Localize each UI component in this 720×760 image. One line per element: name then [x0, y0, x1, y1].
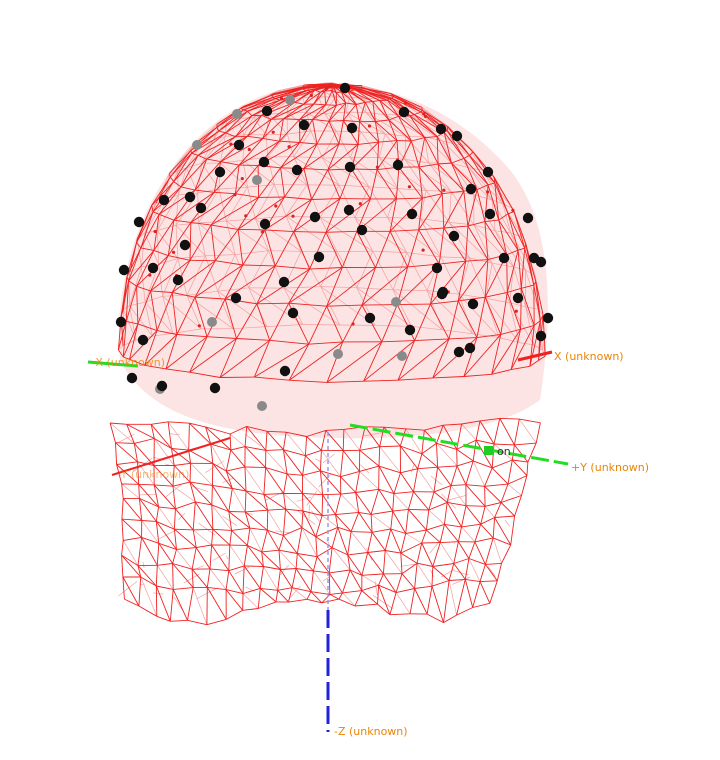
electrode-marker[interactable] [214, 166, 226, 178]
electrode-marker[interactable] [344, 161, 356, 173]
electrode-marker[interactable] [512, 292, 524, 304]
electrodes-front [115, 82, 554, 394]
electrode-marker[interactable] [356, 224, 368, 236]
electrode-marker[interactable] [156, 380, 168, 392]
electrode-marker[interactable] [464, 342, 476, 354]
electrode-marker[interactable] [453, 346, 465, 358]
electrode-marker-back [192, 140, 202, 150]
electrode-marker[interactable] [498, 252, 510, 264]
x-axis-neg [87, 360, 139, 368]
head-mesh-back [109, 82, 546, 625]
electrode-marker[interactable] [209, 382, 221, 394]
electrodes-back [155, 95, 407, 411]
axis-label-x-neg: -X (unknown) [92, 356, 165, 369]
electrode-marker[interactable] [118, 264, 130, 276]
electrode-marker[interactable] [126, 372, 138, 384]
electrode-marker[interactable] [298, 119, 310, 131]
electrode-marker[interactable] [309, 211, 321, 223]
electrode-marker[interactable] [195, 202, 207, 214]
electrode-marker[interactable] [431, 262, 443, 274]
electrode-marker[interactable] [278, 276, 290, 288]
electrode-marker[interactable] [115, 316, 127, 328]
electrode-marker[interactable] [392, 159, 404, 171]
head-mesh-front [109, 83, 546, 626]
electrode-marker[interactable] [133, 216, 145, 228]
electrode-marker[interactable] [184, 191, 196, 203]
electrode-marker[interactable] [522, 212, 534, 224]
electrode-marker[interactable] [291, 164, 303, 176]
electrode-marker-back [397, 351, 407, 361]
electrode-marker[interactable] [261, 105, 273, 117]
electrode-marker[interactable] [230, 292, 242, 304]
y-axis-neg [111, 437, 231, 476]
electrode-marker[interactable] [158, 194, 170, 206]
electrode-marker[interactable] [542, 312, 554, 324]
x-axis-pos [517, 350, 553, 362]
electrode-marker[interactable] [179, 239, 191, 251]
electrode-marker[interactable] [313, 251, 325, 263]
scalp-surface [118, 83, 548, 439]
electrode-marker[interactable] [406, 208, 418, 220]
electrode-marker[interactable] [137, 334, 149, 346]
electrode-marker[interactable] [346, 122, 358, 134]
electrode-marker[interactable] [482, 166, 494, 178]
axis-label-y-neg: -Y (unknown) [118, 468, 189, 481]
fiducial-marker[interactable] [484, 446, 493, 455]
electrode-marker[interactable] [465, 183, 477, 195]
electrode-marker[interactable] [279, 365, 291, 377]
electrode-marker[interactable] [172, 274, 184, 286]
electrode-marker[interactable] [339, 82, 351, 94]
electrode-marker[interactable] [147, 262, 159, 274]
electrode-marker-back [391, 297, 401, 307]
electrode-marker[interactable] [451, 130, 463, 142]
electrode-marker[interactable] [535, 256, 547, 268]
axis-label-x-pos: X (unknown) [554, 350, 624, 363]
electrode-marker[interactable] [343, 204, 355, 216]
electrode-marker-back [257, 401, 267, 411]
mesh-vertex-dots [148, 85, 518, 328]
electrode-marker[interactable] [398, 106, 410, 118]
electrode-marker-back [252, 175, 262, 185]
electrode-marker-back [207, 317, 217, 327]
electrode-marker[interactable] [448, 230, 460, 242]
axis-label-y-pos: +Y (unknown) [571, 461, 649, 474]
electrode-marker[interactable] [435, 123, 447, 135]
electrode-marker[interactable] [467, 298, 479, 310]
electrode-marker[interactable] [437, 286, 449, 298]
fiducial-label: on [497, 445, 511, 458]
electrode-marker[interactable] [259, 218, 271, 230]
electrode-marker[interactable] [404, 324, 416, 336]
axis-label-z: -Z (unknown) [334, 725, 408, 738]
electrode-marker[interactable] [535, 330, 547, 342]
y-axis [349, 423, 569, 466]
electrode-marker[interactable] [233, 139, 245, 151]
electrode-marker-back [333, 349, 343, 359]
electrode-marker[interactable] [484, 208, 496, 220]
axes [87, 350, 569, 732]
electrode-marker[interactable] [364, 312, 376, 324]
electrode-marker[interactable] [258, 156, 270, 168]
electrode-marker-back [232, 109, 242, 119]
electrode-marker[interactable] [287, 307, 299, 319]
electrode-marker-back [285, 95, 295, 105]
